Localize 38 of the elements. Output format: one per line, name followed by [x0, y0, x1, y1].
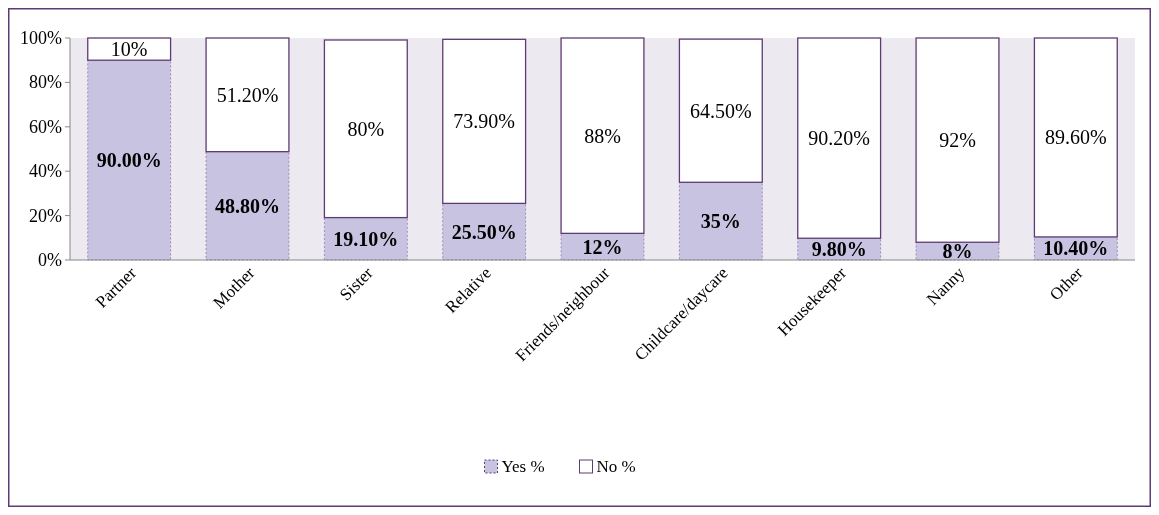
legend-label: No % [596, 457, 636, 476]
data-label: 51.20% [216, 83, 279, 106]
y-tick-label: 0% [38, 250, 62, 270]
bar [323, 39, 408, 219]
data-label: 10.40% [1043, 237, 1109, 260]
data-label: 9.80% [811, 238, 867, 261]
legend-label: Yes % [501, 457, 545, 476]
data-label: 25.50% [451, 220, 517, 243]
bar [797, 37, 882, 239]
data-label: 89.60% [1045, 126, 1107, 149]
data-label: 90.00% [96, 149, 162, 172]
y-tick-label: 100% [20, 28, 62, 48]
y-tick-label: 20% [29, 205, 62, 226]
data-label: 8% [942, 240, 973, 263]
bar [442, 38, 527, 205]
bar [205, 37, 290, 153]
data-label: 19.10% [333, 227, 399, 250]
data-label: 80% [347, 117, 385, 140]
bar [87, 37, 172, 61]
y-tick-label: 80% [29, 72, 62, 93]
data-label: 88% [584, 124, 621, 147]
bar [679, 181, 763, 261]
data-label: 92% [939, 129, 976, 152]
data-label: 48.80% [215, 194, 280, 217]
data-label: 35% [700, 210, 741, 233]
bar [560, 37, 645, 235]
data-label: 10% [110, 38, 148, 61]
bar [87, 59, 171, 261]
data-label: 64.50% [690, 99, 752, 122]
bar [205, 151, 290, 261]
bar [915, 37, 1000, 243]
bar [1033, 37, 1118, 238]
data-label: 73.90% [453, 110, 515, 133]
y-tick-label: 60% [29, 116, 62, 137]
data-label: 12% [582, 235, 623, 258]
data-label: 90.20% [808, 127, 870, 150]
y-tick-label: 40% [29, 161, 62, 182]
bar [678, 38, 763, 183]
